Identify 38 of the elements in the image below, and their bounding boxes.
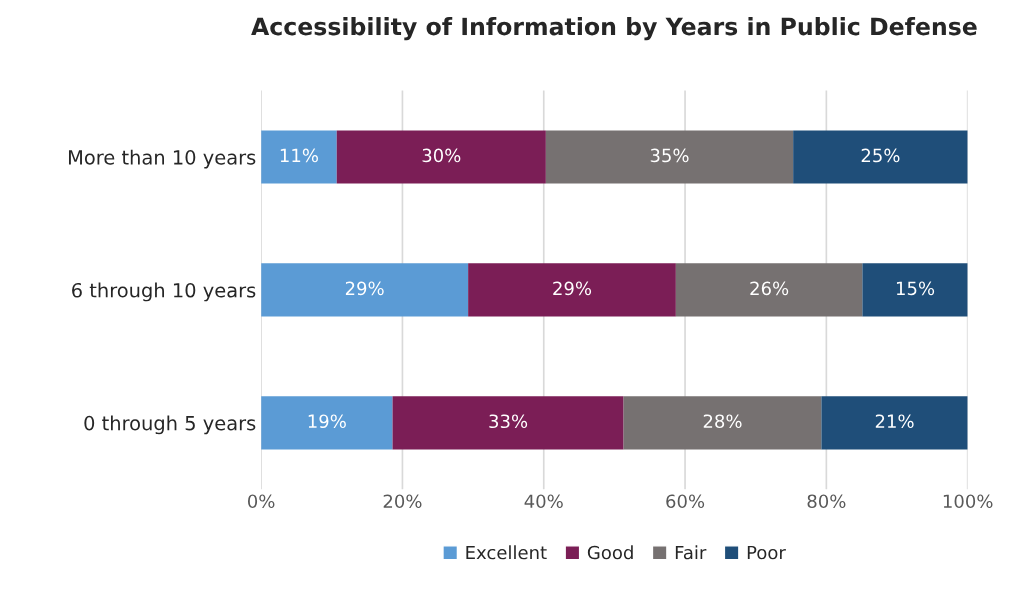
data-label: 11% bbox=[280, 148, 318, 163]
data-label: 30% bbox=[422, 148, 461, 163]
x-tick-label: 60% bbox=[666, 494, 705, 509]
x-tick-label: 40% bbox=[524, 494, 563, 509]
bar bbox=[261, 396, 393, 450]
chart-title: Accessibility of Information by Years in Public Defense bbox=[251, 17, 977, 41]
bar bbox=[261, 130, 337, 184]
bar bbox=[793, 130, 968, 184]
bar bbox=[862, 263, 968, 317]
data-label: 21% bbox=[875, 414, 914, 429]
bar bbox=[675, 263, 863, 317]
data-label: 15% bbox=[896, 281, 935, 296]
data-label: 29% bbox=[553, 281, 592, 296]
x-tick-label: 0% bbox=[247, 494, 275, 509]
y-tick-label: 6 through 10 years bbox=[72, 282, 256, 302]
bar bbox=[545, 130, 794, 184]
bar bbox=[468, 263, 676, 317]
y-tick-label: More than 10 years bbox=[68, 149, 256, 169]
data-label: 33% bbox=[489, 414, 528, 429]
data-label: 26% bbox=[750, 281, 789, 296]
data-label: 28% bbox=[703, 414, 742, 429]
bar bbox=[336, 130, 546, 184]
data-label: 29% bbox=[345, 281, 384, 296]
data-label: 25% bbox=[861, 148, 900, 163]
data-label: 35% bbox=[650, 148, 689, 163]
y-tick-label: 0 through 5 years bbox=[84, 415, 256, 435]
bar bbox=[821, 396, 968, 450]
data-label: 19% bbox=[308, 414, 346, 429]
legend-label: Poor bbox=[747, 545, 786, 560]
legend-label: Excellent bbox=[466, 545, 547, 560]
legend-label: Good bbox=[587, 545, 633, 560]
bar bbox=[261, 263, 469, 317]
x-tick-label: 100% bbox=[943, 494, 993, 509]
bar bbox=[392, 396, 624, 450]
bar bbox=[623, 396, 822, 450]
legend-label: Fair bbox=[675, 545, 707, 560]
x-tick-label: 80% bbox=[807, 494, 846, 509]
x-tick-label: 20% bbox=[383, 494, 422, 509]
